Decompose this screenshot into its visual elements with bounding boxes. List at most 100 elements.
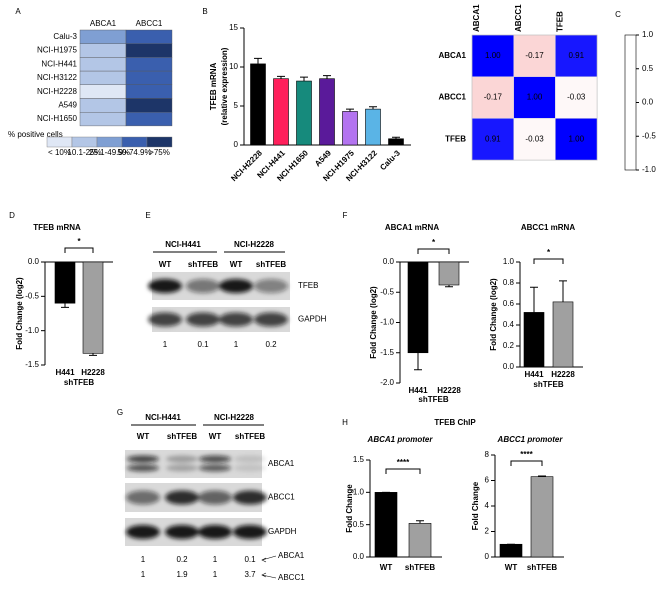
bar	[374, 492, 398, 558]
x-axis-label: shTFEB	[533, 380, 563, 389]
scale-label: 10.1-25%	[67, 148, 101, 157]
band	[254, 312, 288, 327]
scale-swatch	[96, 136, 123, 148]
bar	[552, 301, 574, 368]
error-bar	[346, 108, 354, 112]
row-label: NCI-H3122	[37, 73, 78, 82]
y-tick-label: 10	[229, 62, 238, 71]
cell-value: 0.91	[485, 134, 501, 143]
significance-bracket	[64, 247, 94, 253]
chart-title: TFEB ChIP	[434, 418, 476, 427]
heatmap-cell	[79, 29, 127, 44]
band	[199, 464, 231, 472]
error-bar	[254, 57, 262, 64]
heatmap-cell	[79, 111, 127, 127]
x-tick-label: H441	[55, 368, 75, 377]
heatmap-cell	[125, 70, 173, 85]
bar	[82, 261, 104, 354]
x-tick-label: H441	[524, 370, 544, 379]
correlation-cell	[555, 118, 598, 161]
column-label: ABCA1	[90, 19, 117, 28]
bar	[296, 80, 312, 146]
significance-label: ****	[397, 458, 410, 467]
y-tick-label: 0.0	[503, 362, 515, 371]
blot-row-label: ABCC1	[268, 493, 295, 502]
correlation-cell	[513, 34, 556, 77]
quantification: 1.9	[176, 570, 188, 579]
correlation-cell	[513, 76, 556, 119]
error-bar	[61, 303, 69, 308]
error-bar	[414, 352, 422, 371]
quantification: 1	[163, 340, 168, 349]
significance-bracket	[510, 460, 543, 466]
significance-label: *	[432, 238, 436, 247]
significance-bracket	[417, 248, 450, 254]
heatmap-cell	[125, 111, 173, 127]
blot-bands	[148, 279, 288, 293]
error-bar	[392, 136, 400, 139]
y-axis-label: Fold Change	[471, 481, 480, 530]
scale-swatch	[146, 136, 173, 148]
significance-bracket	[533, 258, 564, 264]
scale-label: 50-74.9%	[117, 148, 151, 157]
matrix-frame	[471, 34, 598, 161]
row-label: NCI-H441	[41, 59, 77, 68]
band	[166, 464, 198, 472]
bar	[365, 108, 381, 146]
x-tick-label: H2228	[551, 370, 575, 379]
band	[234, 455, 266, 463]
error-bar	[277, 75, 285, 79]
row-label: ABCC1	[438, 93, 466, 102]
blot-background	[125, 450, 262, 478]
x-tick-label: H2228	[437, 386, 461, 395]
bar	[499, 543, 523, 558]
significance-label: *	[77, 237, 81, 246]
colorbar-tick-label: -1.0	[642, 165, 656, 174]
quantification: 0.1	[197, 340, 209, 349]
y-tick-label: 0.6	[503, 299, 515, 308]
error-bar	[369, 106, 377, 110]
quant-label: ABCA1	[278, 551, 305, 560]
quantification: 0.2	[176, 555, 188, 564]
significance-label: *	[547, 248, 551, 257]
cell-value: -0.17	[484, 93, 503, 102]
x-tick-label: shTFEB	[527, 563, 557, 572]
colorbar-tick-label: 1.0	[642, 30, 654, 39]
x-tick-label: WT	[505, 563, 518, 572]
band	[254, 279, 288, 293]
cell-value: -0.03	[525, 134, 544, 143]
quantification: 3.7	[244, 570, 256, 579]
group-label: NCI-H441	[145, 413, 181, 422]
error-bar	[559, 280, 567, 302]
error-bar	[538, 475, 546, 477]
cell-value: 1.00	[527, 93, 543, 102]
correlation-cell	[555, 76, 598, 119]
band	[165, 490, 199, 505]
y-axis-label: Fold Change (log2)	[369, 286, 378, 359]
x-tick-label: WT	[380, 563, 393, 572]
colorbar-tick-label: -0.5	[642, 131, 656, 140]
y-tick-label: 0.4	[503, 320, 515, 329]
row-label: TFEB	[445, 134, 466, 143]
band	[186, 279, 220, 293]
chart-subtitle: ABCC1 promoter	[497, 435, 564, 444]
y-tick-label: -0.5	[380, 287, 394, 296]
band	[126, 490, 160, 505]
cell-value: 1.00	[568, 134, 584, 143]
panel-label: C	[615, 10, 621, 19]
column-label: ABCC1	[514, 4, 523, 32]
y-tick-label: -1.0	[380, 318, 394, 327]
blot-row-label: GAPDH	[268, 527, 297, 536]
blot-bands	[148, 312, 288, 327]
lane-label: WT	[209, 432, 222, 441]
band	[198, 525, 232, 539]
cell-value: 1.00	[485, 51, 501, 60]
band	[127, 464, 159, 472]
panel-label: E	[145, 211, 150, 220]
group-label: NCI-H2228	[214, 413, 255, 422]
panel-label: A	[15, 7, 21, 16]
bar	[408, 523, 432, 558]
heatmap-cell	[125, 29, 173, 44]
y-axis-label: Fold Change (log2)	[489, 278, 498, 351]
y-tick-label: 15	[229, 23, 238, 32]
